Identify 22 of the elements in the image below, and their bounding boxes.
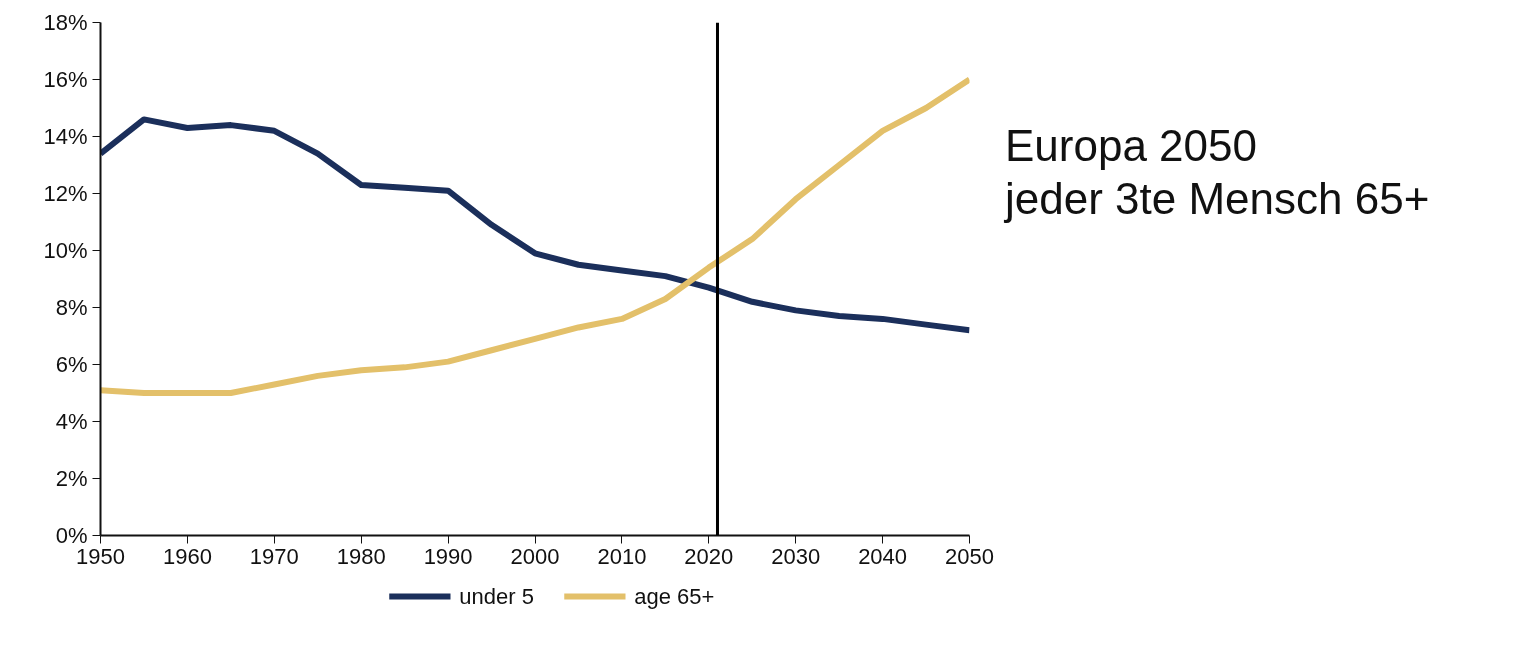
y-tick-label: 14%: [43, 124, 88, 149]
y-tick-label: 18%: [43, 10, 88, 35]
x-tick-label: 2030: [771, 543, 821, 569]
y-tick-label: 12%: [43, 181, 88, 206]
x-tick-label: 1970: [249, 543, 299, 569]
x-tick-label: 2020: [684, 543, 734, 569]
x-tick-label: 1980: [336, 543, 386, 569]
y-tick-label: 16%: [43, 67, 88, 92]
x-tick-label: 2000: [510, 543, 560, 569]
y-tick-label: 8%: [55, 295, 88, 320]
x-tick-label: 2040: [858, 543, 908, 569]
x-tick-label: 1960: [162, 543, 212, 569]
y-tick-label: 6%: [55, 352, 88, 377]
y-tick-label: 4%: [55, 409, 88, 434]
legend-label: under 5: [459, 584, 534, 609]
text: Europa 2050 jeder 3te Mensch 65+: [1005, 120, 1430, 225]
x-tick-label: 2010: [597, 543, 647, 569]
x-tick-label: 2050: [945, 543, 994, 569]
legend-label: age 65+: [634, 584, 715, 609]
y-tick-label: 2%: [55, 466, 88, 491]
y-tick-label: 10%: [43, 238, 88, 263]
x-tick-label: 1990: [423, 543, 473, 569]
